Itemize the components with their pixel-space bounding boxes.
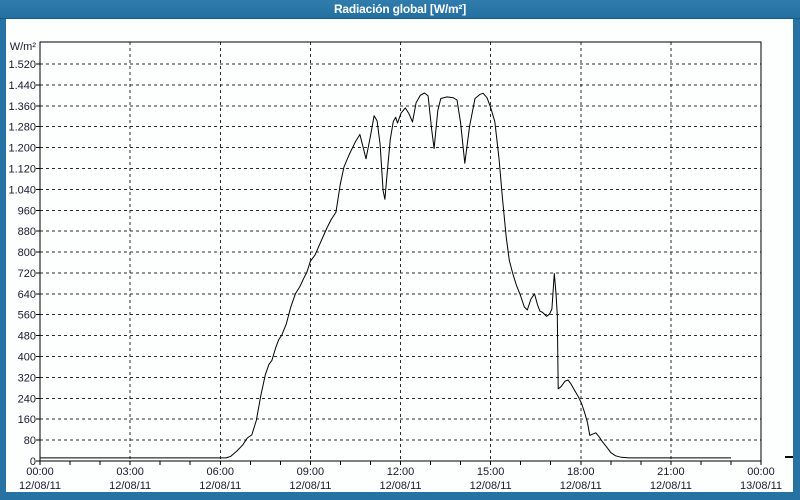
chart-title: Radiación global [W/m²] xyxy=(333,2,467,16)
series-line-marker xyxy=(785,456,793,458)
y-axis-unit-label: W/m² xyxy=(9,41,36,53)
chart-canvas xyxy=(6,19,793,492)
window-title-bar: Radiación global [W/m²] xyxy=(0,0,800,19)
